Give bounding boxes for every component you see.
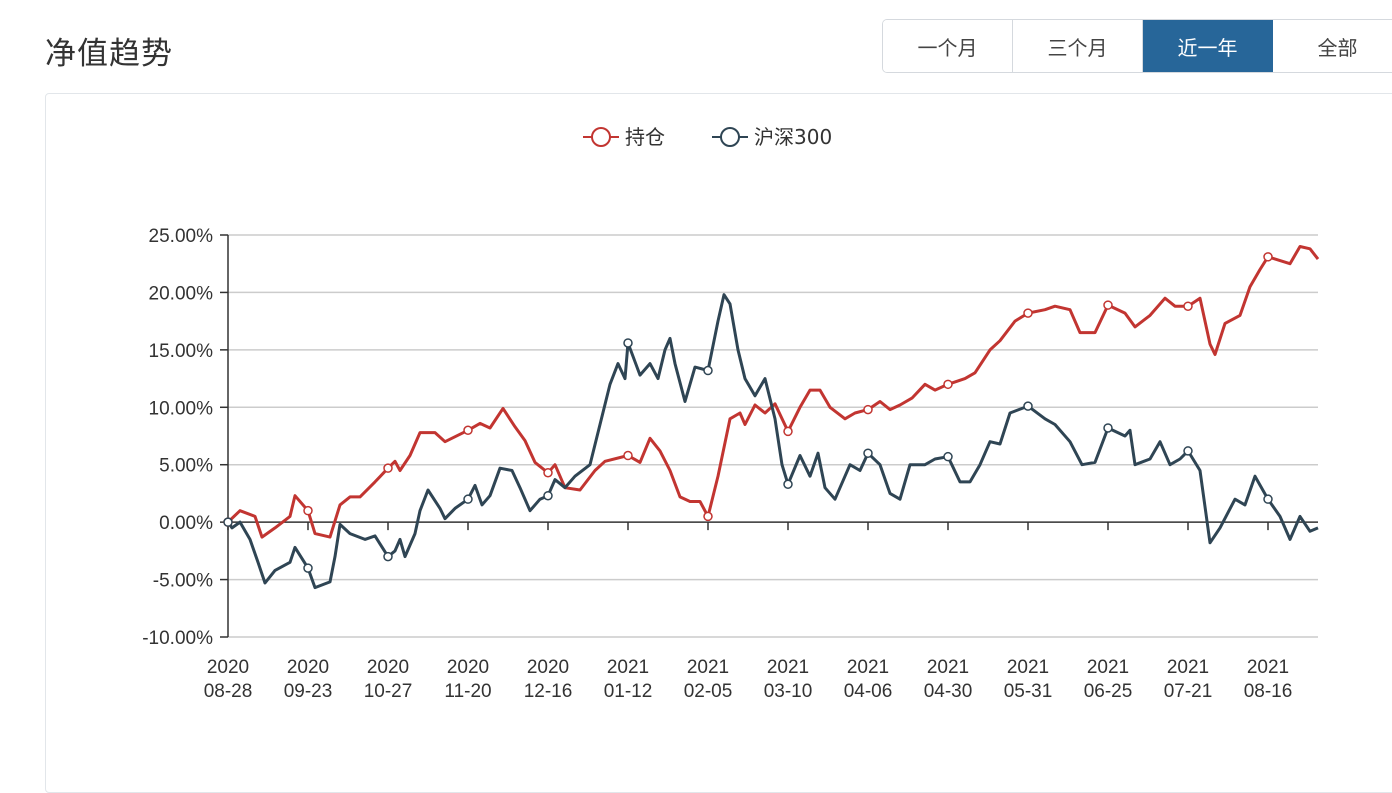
x-tick-label-date: 04-06 (844, 681, 893, 702)
x-tick-label-date: 07-21 (1164, 681, 1213, 702)
y-tick-label: 25.00% (149, 226, 214, 247)
x-tick-label-date: 09-23 (284, 681, 333, 702)
data-point-marker (623, 338, 633, 348)
data-point-marker (383, 463, 393, 473)
data-point-marker (543, 468, 553, 478)
x-tick-label-year: 2021 (1247, 657, 1289, 678)
data-point-marker (1103, 423, 1113, 433)
data-point-marker (943, 379, 953, 390)
series-markers (223, 252, 1273, 573)
x-tick-label-year: 2020 (287, 657, 329, 678)
range-button-one-year[interactable]: 近一年 (1143, 20, 1273, 72)
range-button-three-months[interactable]: 三个月 (1013, 20, 1143, 72)
x-tick-label-date: 04-30 (924, 681, 973, 702)
x-tick-label-date: 02-05 (684, 681, 733, 702)
y-tick-label: 0.00% (159, 513, 213, 534)
x-tick-label-year: 2021 (1087, 657, 1129, 678)
data-point-marker (703, 365, 713, 376)
x-tick-label-year: 2021 (847, 657, 889, 678)
x-tick-label-year: 2021 (927, 657, 969, 678)
data-point-marker (223, 517, 233, 527)
data-point-marker (463, 425, 473, 436)
y-tick-label: 10.00% (149, 398, 214, 419)
x-tick-label-year: 2021 (767, 657, 809, 678)
data-point-marker (783, 479, 793, 489)
x-tick-label-date: 06-25 (1084, 681, 1133, 702)
legend-item-csi300[interactable]: 沪深300 (712, 125, 832, 149)
data-point-marker (943, 451, 953, 462)
data-point-marker (543, 490, 553, 501)
data-point-marker (383, 551, 393, 562)
x-tick-label-year: 2020 (447, 657, 489, 678)
data-point-marker (1263, 252, 1273, 262)
x-tick-label-date: 12-16 (524, 681, 573, 702)
x-tick-label-year: 2021 (1007, 657, 1049, 678)
x-tick-label-date: 08-16 (1244, 681, 1293, 702)
x-tick-label-date: 03-10 (764, 681, 813, 702)
series-line-csi300 (226, 293, 1319, 590)
x-tick-label-date: 01-12 (604, 681, 653, 702)
series-line-holding (226, 245, 1320, 539)
page-title: 净值趋势 (45, 36, 173, 72)
data-point-marker (1183, 446, 1193, 456)
data-point-marker (303, 505, 313, 516)
y-tick-label: 15.00% (149, 341, 214, 362)
nav-trend-chart: 持仓 沪深300 -10.00% -5.00% 0.00% 5.00% 10.00% 15.… (142, 125, 1320, 702)
data-point-marker (1023, 308, 1033, 318)
x-tick-label-year: 2020 (367, 657, 409, 678)
x-tick-label-date: 10-27 (364, 681, 413, 702)
time-range-selector: 一个月 三个月 近一年 全部 (882, 19, 1392, 73)
legend-circle-icon (591, 127, 611, 147)
series-lines (226, 245, 1320, 590)
data-point-marker (1103, 300, 1113, 310)
data-point-marker (703, 511, 713, 522)
x-tick-label-year: 2020 (527, 657, 569, 678)
legend-label: 沪深300 (754, 125, 832, 149)
x-tick-label-date: 11-20 (444, 681, 491, 702)
data-point-marker (1263, 494, 1273, 504)
x-tick-label-date: 05-31 (1004, 681, 1053, 702)
data-point-marker (863, 448, 873, 458)
data-point-marker (783, 426, 793, 437)
axes: -10.00% -5.00% 0.00% 5.00% 10.00% 15.00% 20.00… (142, 226, 1318, 702)
chart-legend: 持仓 沪深300 (583, 125, 832, 149)
grid-lines (228, 234, 1318, 638)
y-tick-label: 5.00% (159, 456, 213, 477)
legend-circle-icon (720, 127, 740, 147)
data-point-marker (463, 494, 473, 504)
x-tick-label-year: 2021 (1167, 657, 1209, 678)
data-point-marker (1023, 401, 1033, 411)
y-tick-label: 20.00% (149, 283, 214, 304)
legend-item-holding[interactable]: 持仓 (583, 125, 665, 149)
y-tick-label: -10.00% (142, 628, 213, 649)
range-button-one-month[interactable]: 一个月 (883, 20, 1013, 72)
x-tick-label-year: 2021 (607, 657, 649, 678)
data-point-marker (1183, 301, 1193, 311)
data-point-marker (303, 563, 313, 573)
data-point-marker (863, 404, 873, 415)
x-tick-label-year: 2021 (687, 657, 729, 678)
legend-label: 持仓 (625, 125, 665, 149)
y-tick-label: -5.00% (153, 571, 213, 592)
range-button-all[interactable]: 全部 (1273, 20, 1392, 72)
x-tick-label-year: 2020 (207, 657, 249, 678)
x-tick-label-date: 08-28 (204, 681, 253, 702)
data-point-marker (623, 450, 633, 461)
